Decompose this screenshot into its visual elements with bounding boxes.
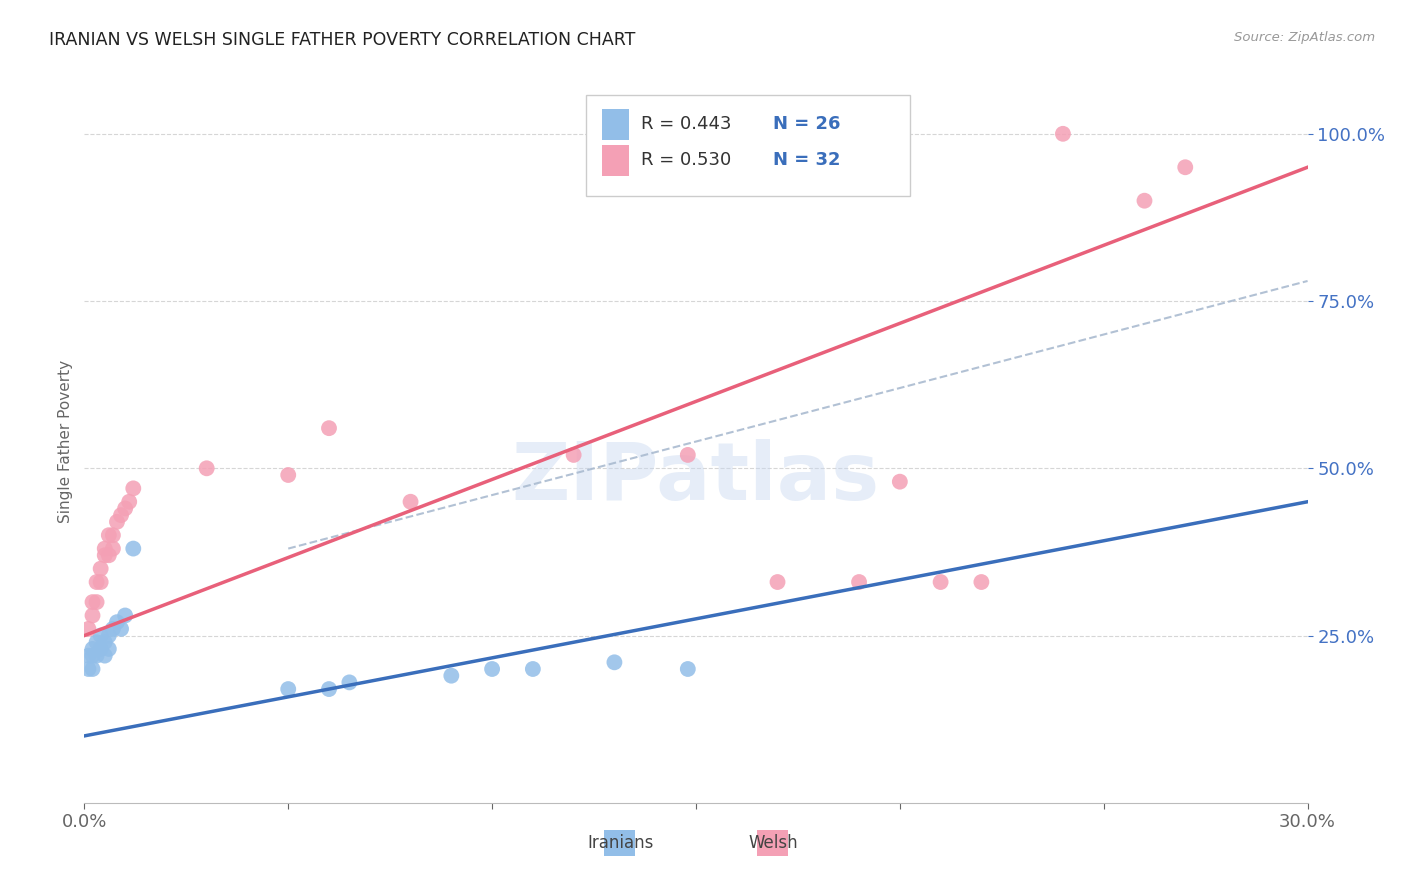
Point <box>118 494 141 508</box>
Text: IRANIAN VS WELSH SINGLE FATHER POVERTY CORRELATION CHART: IRANIAN VS WELSH SINGLE FATHER POVERTY C… <box>49 31 636 49</box>
Text: Source: ZipAtlas.com: Source: ZipAtlas.com <box>1234 31 1375 45</box>
Point <box>889 475 911 489</box>
Point <box>481 662 503 676</box>
Bar <box>602 109 628 140</box>
Point <box>93 541 115 556</box>
Point <box>82 662 104 676</box>
Point <box>339 675 361 690</box>
Point <box>522 662 544 676</box>
Point <box>122 541 145 556</box>
Point <box>90 642 112 657</box>
Text: R = 0.443: R = 0.443 <box>641 115 731 133</box>
Y-axis label: Single Father Poverty: Single Father Poverty <box>58 360 73 523</box>
Text: N = 32: N = 32 <box>773 152 841 169</box>
Bar <box>602 145 628 177</box>
Point <box>318 681 340 696</box>
Point <box>93 648 115 663</box>
Text: R = 0.530: R = 0.530 <box>641 152 731 169</box>
Point <box>82 595 104 609</box>
Text: N = 26: N = 26 <box>773 115 841 133</box>
Point <box>105 615 128 630</box>
Point <box>1052 127 1074 141</box>
FancyBboxPatch shape <box>586 95 910 196</box>
Point <box>86 575 108 590</box>
Point <box>676 662 699 676</box>
Point <box>114 608 136 623</box>
Point <box>86 648 108 663</box>
Text: Welsh: Welsh <box>748 834 797 852</box>
Point <box>97 642 120 657</box>
Point <box>399 494 422 508</box>
Point <box>97 628 120 642</box>
Point <box>77 622 100 636</box>
Point <box>929 575 952 590</box>
Point <box>90 562 112 576</box>
Point <box>440 669 463 683</box>
Point <box>766 575 789 590</box>
Point <box>101 622 124 636</box>
Point <box>101 541 124 556</box>
Text: Iranians: Iranians <box>586 834 654 852</box>
Point <box>676 448 699 462</box>
Point <box>1133 194 1156 208</box>
Point <box>277 681 299 696</box>
Point <box>110 508 132 523</box>
Point <box>195 461 218 475</box>
Point <box>848 575 870 590</box>
Point <box>77 648 100 663</box>
Point <box>90 575 112 590</box>
Point <box>114 501 136 516</box>
Bar <box>758 830 787 855</box>
Point <box>105 515 128 529</box>
Point <box>93 635 115 649</box>
Point <box>82 608 104 623</box>
Point <box>86 595 108 609</box>
Point <box>90 628 112 642</box>
Point <box>122 482 145 496</box>
Point <box>77 662 100 676</box>
Point <box>562 448 585 462</box>
Point <box>970 575 993 590</box>
Point <box>318 421 340 435</box>
Point <box>603 655 626 669</box>
Point <box>86 635 108 649</box>
Point <box>277 467 299 482</box>
Point <box>110 622 132 636</box>
Point <box>82 648 104 663</box>
Point <box>97 548 120 563</box>
Point <box>97 528 120 542</box>
Bar <box>605 830 636 855</box>
Point <box>93 548 115 563</box>
Point <box>1174 161 1197 175</box>
Point <box>82 642 104 657</box>
Text: ZIPatlas: ZIPatlas <box>512 439 880 516</box>
Point <box>101 528 124 542</box>
